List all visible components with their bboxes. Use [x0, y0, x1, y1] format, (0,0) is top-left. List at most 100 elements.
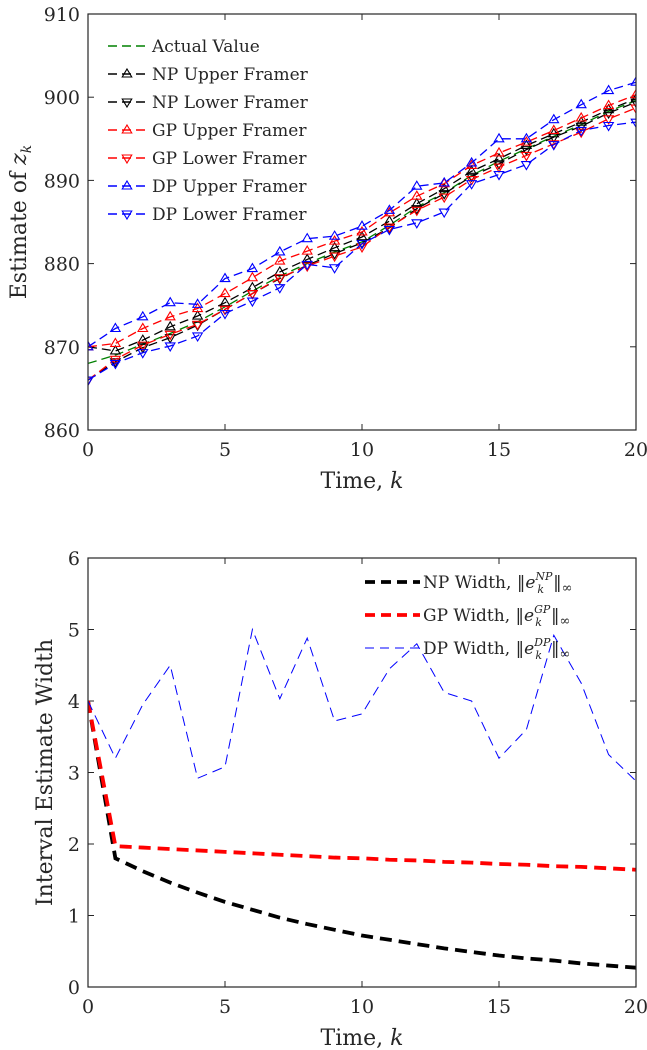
data-point-3 — [328, 235, 341, 245]
data-point-3 — [411, 190, 423, 200]
legend-norm-tail: ∞ — [559, 614, 570, 629]
legend-label-4: GP Lower Framer — [152, 149, 307, 169]
plot-frame — [87, 13, 637, 431]
data-point-4 — [520, 151, 533, 162]
x-tick-label: 15 — [487, 996, 511, 1018]
data-point-6 — [301, 260, 313, 271]
legend-norm-sup: GP — [534, 603, 551, 616]
y-tick-label: 860 — [44, 420, 80, 442]
data-point-6 — [548, 141, 560, 151]
y-tick-label: 890 — [44, 170, 80, 192]
legend-norm-close: ‖ — [553, 573, 562, 593]
data-point-5 — [630, 76, 636, 86]
data-point-1 — [219, 296, 231, 307]
data-point-1 — [411, 197, 423, 208]
y-tick-label: 6 — [68, 548, 80, 570]
data-point-1 — [438, 182, 450, 193]
legend-label-2: NP Lower Framer — [152, 93, 309, 113]
legend-label-3: GP Upper Framer — [152, 121, 307, 141]
data-point-5 — [548, 113, 560, 124]
data-point-4 — [575, 128, 587, 139]
legend-marker-5 — [121, 179, 133, 190]
y-axis-label: Estimate of zk — [7, 145, 35, 300]
y-axis-label: Interval Estimate Width — [33, 639, 58, 906]
data-point-5 — [411, 180, 423, 190]
data-point-3 — [274, 255, 286, 265]
data-point-2 — [411, 205, 423, 215]
legend-name: DP Width, — [423, 639, 516, 659]
y-axis-label-var: z — [7, 153, 32, 166]
data-point-2 — [438, 190, 450, 200]
y-axis-label-text: Interval Estimate Width — [33, 639, 58, 906]
data-point-6 — [356, 240, 368, 250]
data-point-6 — [438, 208, 450, 219]
data-point-6 — [328, 264, 341, 274]
x-tick-label: 5 — [219, 996, 231, 1018]
data-point-3 — [575, 111, 587, 122]
data-point-6 — [383, 225, 396, 236]
series-line-4 — [88, 107, 636, 381]
series-line-2 — [88, 627, 636, 782]
series-line-1 — [88, 700, 636, 872]
data-point-3 — [246, 271, 259, 282]
data-point-6 — [520, 161, 533, 171]
y-tick-label: 3 — [68, 763, 80, 785]
data-point-6 — [465, 180, 478, 190]
legend-norm-tail: ∞ — [560, 647, 571, 662]
data-point-1 — [164, 320, 176, 331]
data-point-6 — [411, 219, 423, 229]
legend-norm-open: ‖ — [516, 639, 525, 659]
x-axis-label-text: Time, — [321, 1026, 391, 1050]
data-point-1 — [493, 152, 505, 163]
legend-label-0: NP Width, ‖eNP k ‖∞ — [423, 570, 572, 596]
legend-marker-4 — [121, 154, 133, 165]
data-point-3 — [493, 146, 505, 157]
legend-marker-6 — [121, 210, 133, 221]
x-tick-label: 10 — [350, 439, 374, 461]
data-point-6 — [109, 359, 122, 370]
data-point-5 — [301, 232, 313, 243]
data-point-4 — [630, 104, 636, 115]
data-point-3 — [630, 88, 636, 99]
x-tick-label: 10 — [350, 996, 374, 1018]
data-point-3 — [219, 287, 231, 298]
data-point-6 — [602, 121, 615, 132]
data-point-5 — [520, 132, 533, 143]
data-point-2 — [328, 250, 341, 260]
data-point-3 — [548, 124, 560, 135]
x-tick-label: 15 — [487, 439, 511, 461]
y-tick-label: 4 — [68, 691, 80, 713]
x-axis-label-var: k — [390, 469, 403, 494]
y-tick-label: 1 — [68, 906, 80, 928]
data-point-5 — [274, 245, 286, 256]
data-point-4 — [493, 163, 505, 174]
legend-label-6: DP Lower Framer — [152, 205, 307, 225]
data-point-4 — [602, 115, 615, 125]
data-point-4 — [164, 330, 176, 341]
legend-norm-sup: NP — [534, 570, 553, 583]
data-point-5 — [493, 132, 505, 143]
x-tick-label: 20 — [624, 996, 647, 1018]
data-point-2 — [520, 146, 533, 156]
y-tick-label: 870 — [44, 337, 80, 359]
data-point-6 — [493, 171, 505, 181]
data-point-6 — [575, 126, 587, 137]
legend-norm-close: ‖ — [551, 639, 560, 659]
data-point-3 — [164, 310, 176, 321]
series-group — [88, 627, 636, 970]
data-point-2 — [602, 109, 615, 120]
y-tick-label: 910 — [44, 4, 80, 26]
data-point-1 — [109, 344, 122, 355]
y-tick-label: 2 — [68, 834, 80, 856]
data-point-1 — [191, 309, 204, 320]
series-line-1 — [88, 98, 636, 352]
legend-label-0: Actual Value — [151, 37, 260, 57]
series-group — [88, 76, 636, 387]
data-point-2 — [630, 98, 636, 109]
data-point-5 — [356, 220, 368, 230]
y-tick-label: 5 — [68, 620, 80, 642]
legend-name: NP Width, — [423, 573, 517, 593]
legend-label-1: GP Width, ‖eGP k ‖∞ — [423, 603, 570, 629]
